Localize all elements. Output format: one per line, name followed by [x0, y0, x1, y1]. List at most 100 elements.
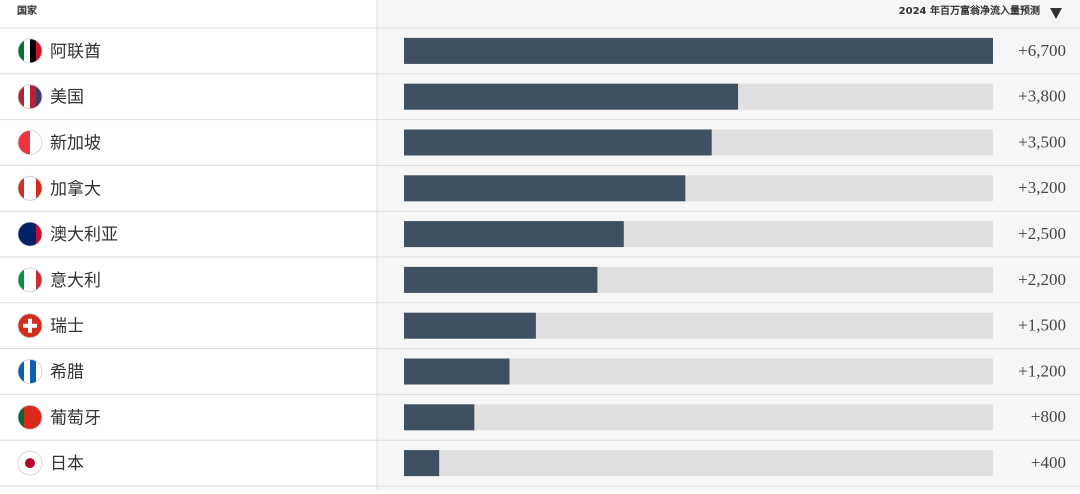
- flag: [17, 84, 43, 110]
- flag-body: [18, 313, 42, 338]
- flag-ring: [17, 130, 43, 155]
- flag: [17, 267, 43, 293]
- flag-stripe: [36, 359, 42, 384]
- header-country: 国家: [17, 4, 38, 17]
- bar: [404, 83, 739, 110]
- flag-stripe: [18, 130, 24, 155]
- value-label: +2,500: [1018, 224, 1066, 243]
- flag: [17, 130, 43, 155]
- bar: [404, 404, 475, 431]
- flag-body: [18, 451, 42, 476]
- flag-stripe: [30, 38, 36, 63]
- flag-stripe: [18, 38, 24, 63]
- flag-body: [18, 267, 42, 292]
- flag: [17, 221, 43, 247]
- flag-ring: [17, 313, 43, 339]
- flag-stripe: [24, 267, 30, 292]
- value-label: +400: [1031, 453, 1066, 472]
- flag-stripe: [18, 359, 24, 384]
- country-name: 意大利: [50, 271, 101, 291]
- flag-stripe: [18, 176, 24, 201]
- value-label: +1,200: [1018, 361, 1066, 380]
- flag-stripe: [24, 359, 30, 384]
- flag-ring: [17, 267, 43, 293]
- flag-stripe: [30, 130, 36, 155]
- flag: [17, 404, 43, 430]
- flag-stripe: [18, 405, 24, 430]
- bar-track: [404, 450, 993, 477]
- flag-stripe: [18, 313, 24, 338]
- bar: [404, 175, 686, 202]
- flag-body: [18, 38, 42, 63]
- flag-stripe: [36, 176, 42, 201]
- flag: [17, 38, 43, 64]
- sort-arrow[interactable]: [1050, 8, 1062, 19]
- flag-ring: [17, 221, 43, 247]
- country-name: 希腊: [50, 363, 84, 383]
- flag-stripe: [30, 222, 36, 247]
- flag-dot: [25, 458, 35, 469]
- country-name: 日本: [50, 454, 84, 474]
- flag-stripe: [18, 222, 24, 247]
- flag-body: [18, 176, 42, 201]
- flag-stripe: [36, 405, 42, 430]
- bar: [404, 450, 440, 477]
- flag: [17, 313, 43, 339]
- country-name: 葡萄牙: [50, 408, 101, 428]
- flag-ring: [17, 175, 43, 201]
- value-label: +800: [1031, 407, 1066, 426]
- flag-stripe: [30, 84, 36, 109]
- flag-body: [18, 222, 42, 247]
- flag-ring: [17, 404, 43, 430]
- flag-stripe: [36, 130, 42, 155]
- flag-stripe: [30, 405, 36, 430]
- flag-ring: [17, 38, 43, 64]
- bar: [404, 129, 712, 156]
- value-label: +2,200: [1018, 270, 1066, 289]
- bar: [404, 221, 624, 248]
- flag-stripe: [36, 267, 42, 292]
- value-label: +3,800: [1018, 87, 1066, 106]
- flag-stripe: [36, 313, 42, 338]
- flag: [17, 175, 43, 201]
- flag-stripe: [18, 451, 24, 476]
- country-name: 阿联酋: [50, 42, 101, 62]
- flag-stripe: [24, 130, 30, 155]
- value-label: +3,500: [1018, 132, 1066, 151]
- flag-ring: [17, 84, 43, 110]
- bar: [404, 312, 536, 339]
- flag-body: [18, 359, 42, 384]
- bar-track: [404, 404, 993, 431]
- flag-stripe: [30, 359, 36, 384]
- flag-stripe: [24, 38, 30, 63]
- flag-ring: [17, 359, 43, 384]
- flag-body: [18, 405, 42, 430]
- flag-stripe: [36, 84, 42, 109]
- flag-stripe: [36, 38, 42, 63]
- flag-stripe: [18, 84, 24, 109]
- bar: [404, 266, 598, 293]
- flag-stripe: [36, 451, 42, 476]
- country-name: 瑞士: [50, 317, 84, 337]
- flag-body: [18, 130, 42, 155]
- flag-ring: [17, 450, 43, 476]
- bar: [404, 358, 510, 385]
- flag-stripe: [24, 176, 30, 201]
- value-label: +6,700: [1018, 41, 1066, 60]
- flag-stripe: [18, 267, 24, 292]
- flag-stripe: [24, 84, 30, 109]
- flag-stripe: [30, 267, 36, 292]
- flag-stripe: [24, 222, 30, 247]
- country-name: 美国: [50, 88, 84, 108]
- flag-stripe: [36, 222, 42, 247]
- header-value[interactable]: 2024 年百万富翁净流入量预测: [899, 4, 1040, 17]
- value-label: +1,500: [1018, 316, 1066, 335]
- flag-cross: [23, 318, 37, 333]
- flag-body: [18, 84, 42, 109]
- flag: [17, 450, 43, 476]
- country-name: 加拿大: [50, 178, 101, 199]
- value-label: +3,200: [1018, 178, 1066, 197]
- country-name: 新加坡: [50, 134, 101, 154]
